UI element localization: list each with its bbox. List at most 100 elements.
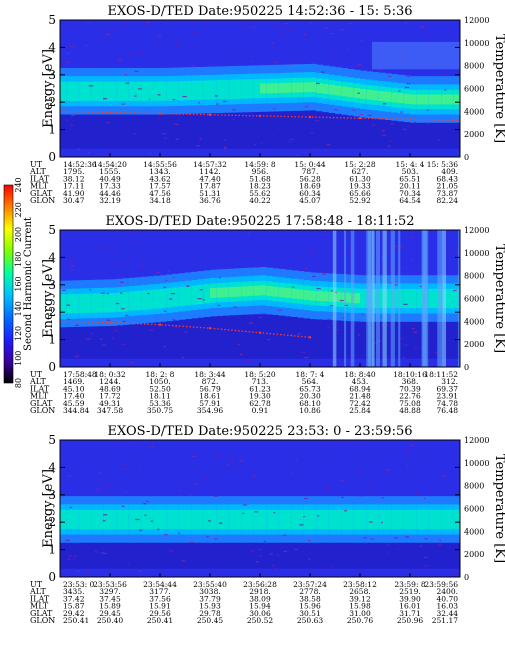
emission-band-cell [122,509,130,530]
orbit-cell: 16.01 [399,602,420,611]
noise-speck [243,22,247,24]
panel-title: EXOS-D/TED Date:950225 23:53: 0 - 23:59:… [108,424,413,439]
noise-speck [290,472,293,474]
emission-band-cell [147,289,155,310]
emission-band-cell [297,289,305,300]
noise-speck [129,232,133,234]
orbit-cell: 250.96 [397,616,423,625]
orbit-cell: 44.46 [99,189,121,198]
emission-band-cell [310,509,317,530]
noise-speck [171,318,176,321]
noise-speck [363,537,367,539]
emission-band-cell [441,94,449,105]
orbit-cell: 23.91 [437,392,458,401]
noise-speck [273,567,277,570]
noise-speck [222,100,227,103]
noise-speck [206,22,209,24]
noise-speck [379,69,382,71]
emission-band-cell [78,293,86,314]
orbit-row-label: MLT [30,182,49,191]
orbit-cell: 38.58 [299,594,321,603]
orbit-row-label: UT [30,160,43,169]
emission-band-cell [303,82,311,93]
y-tick-label: 1 [48,333,56,347]
noise-speck [115,302,120,305]
noise-speck [317,515,320,517]
y2-tick-label: 10000 [464,249,489,258]
orbit-cell: 47.40 [199,174,221,183]
emission-band-cell [310,82,317,93]
orbit-cell: 368. [402,377,419,386]
orbit-cell: 21.05 [437,182,459,191]
noise-speck [381,521,383,524]
noise-speck [188,486,193,488]
noise-speck [403,303,408,305]
noise-speck [411,327,415,330]
orbit-cell: 56.28 [299,174,321,183]
orbit-cell: 2658. [349,587,370,596]
noise-speck [271,42,275,44]
emission-band-cell [60,509,67,530]
orbit-cell: 23:59:56 [424,580,458,589]
orbit-cell: 73.87 [437,189,459,198]
emission-band-cell [66,81,74,101]
noise-speck [218,453,221,455]
noise-speck [254,143,257,146]
y-tick-label: 1 [48,543,56,557]
noise-speck [427,359,431,361]
emission-band-cell [272,286,280,297]
emission-band-cell [347,509,355,530]
noise-speck [121,505,125,507]
noise-speck [316,287,321,290]
noise-speck [404,86,410,89]
noise-speck [276,554,280,556]
noise-speck [456,252,459,254]
emission-band-cell [360,509,367,530]
orbit-cell: 30.06 [249,609,271,618]
orbit-cell: 250.41 [147,616,173,625]
noise-speck [297,62,301,64]
emission-band-cell [235,79,242,99]
noise-speck [67,475,71,477]
orbit-cell: 2778. [299,587,320,596]
noise-speck [357,470,362,472]
emission-band-cell [160,288,167,309]
emission-band-cell [310,290,317,301]
emission-band-cell [416,94,424,105]
orbit-cell: 53.36 [149,399,171,408]
noise-speck [143,503,147,505]
orbit-cell: 49.31 [99,399,120,408]
noise-speck [342,441,345,443]
emission-band-cell [272,83,280,94]
noise-speck [124,74,128,76]
orbit-cell: 23:59: 8 [394,580,426,589]
noise-speck [348,23,354,25]
noise-speck [226,49,229,51]
noise-speck [303,515,305,518]
noise-speck [316,82,320,85]
y-tick-label: 2 [48,305,56,319]
noise-speck [402,357,405,359]
emission-band-cell [372,509,380,530]
noise-speck [230,458,235,460]
orbit-cell: 23:57:24 [293,580,327,589]
noise-speck [347,236,351,239]
noise-speck [400,111,403,113]
emission-band-cell [360,288,367,309]
orbit-cell: 1050. [149,377,170,386]
streak [440,230,444,367]
orbit-cell: 61.30 [349,174,371,183]
emission-band-cell [447,509,455,530]
emission-band-cell [135,81,142,101]
noise-speck [69,506,73,509]
orbit-cell: 31.00 [349,609,371,618]
noise-speck [299,524,304,526]
y2-tick-label: 6000 [464,85,484,94]
emission-band-cell [347,87,355,98]
noise-speck [269,553,273,555]
emission-band-cell [91,81,99,101]
noise-speck [175,138,179,140]
noise-speck [286,480,291,483]
noise-speck [121,308,125,310]
orbit-cell: 409. [441,167,458,176]
